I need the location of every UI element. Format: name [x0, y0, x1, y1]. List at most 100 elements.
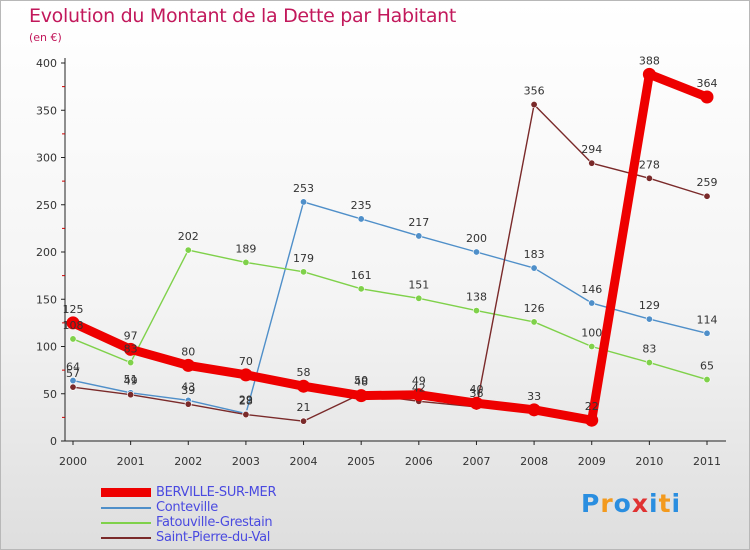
- data-label: 43: [181, 380, 195, 393]
- data-label: 42: [412, 381, 426, 394]
- data-label: 356: [524, 85, 545, 98]
- data-point: [703, 329, 711, 337]
- data-label: 51: [124, 373, 138, 386]
- x-tick-label: 2011: [693, 455, 721, 468]
- data-label: 97: [124, 329, 138, 342]
- legend-label: BERVILLE-SUR-MER: [156, 485, 277, 500]
- data-point: [66, 316, 80, 330]
- data-point: [530, 264, 538, 272]
- x-tick-label: 2005: [347, 455, 375, 468]
- data-label: 36: [469, 387, 483, 400]
- data-point: [242, 411, 250, 419]
- data-label: 161: [351, 269, 372, 282]
- data-label: 183: [524, 248, 545, 261]
- logo-letter: P: [581, 489, 601, 518]
- data-label: 200: [466, 232, 487, 245]
- data-label: 83: [124, 343, 138, 356]
- data-label: 202: [178, 230, 199, 243]
- data-label: 21: [297, 401, 311, 414]
- legend-item: Fatouville-Grestain: [101, 515, 276, 530]
- series-lines: [68, 69, 712, 425]
- data-point: [527, 403, 541, 417]
- data-point: [415, 232, 423, 240]
- data-point: [69, 383, 77, 391]
- data-label: 70: [239, 355, 253, 368]
- y-tick-label: 50: [43, 388, 57, 401]
- x-tick-label: 2000: [59, 455, 87, 468]
- data-point: [415, 294, 423, 302]
- data-point: [297, 379, 311, 393]
- chart-subtitle: (en €): [29, 31, 62, 44]
- data-label: 100: [581, 327, 602, 340]
- logo-letter: i: [649, 489, 659, 518]
- legend-label: Saint-Pierre-du-Val: [156, 530, 271, 545]
- data-point: [300, 198, 308, 206]
- data-label: 49: [412, 375, 426, 388]
- data-label: 50: [354, 374, 368, 387]
- x-tick-label: 2003: [232, 455, 260, 468]
- legend-swatch: [101, 536, 151, 539]
- data-point: [645, 174, 653, 182]
- data-label: 58: [297, 366, 311, 379]
- data-point: [530, 318, 538, 326]
- data-point: [703, 376, 711, 384]
- data-point: [645, 359, 653, 367]
- data-point: [700, 90, 714, 104]
- logo-letter: t: [658, 489, 672, 518]
- data-label: 28: [239, 395, 253, 408]
- data-label: 48: [354, 376, 368, 389]
- data-point: [184, 400, 192, 408]
- x-tick-label: 2009: [578, 455, 606, 468]
- data-label: 39: [181, 384, 195, 397]
- data-label: 189: [235, 242, 256, 255]
- data-point: [181, 358, 195, 372]
- series-line: [68, 69, 712, 425]
- x-tick-label: 2008: [520, 455, 548, 468]
- x-tick-label: 2004: [290, 455, 318, 468]
- data-label: 388: [639, 54, 660, 67]
- data-label: 278: [639, 158, 660, 171]
- data-label: 83: [642, 343, 656, 356]
- legend-item: Saint-Pierre-du-Val: [101, 530, 276, 545]
- data-point: [703, 192, 711, 200]
- chart-title: Evolution du Montant de la Dette par Hab…: [29, 5, 457, 27]
- data-point: [300, 417, 308, 425]
- data-label: 138: [466, 291, 487, 304]
- data-label: 108: [63, 319, 84, 332]
- y-tick-label: 300: [36, 152, 57, 165]
- series-line: [72, 103, 708, 422]
- y-tick-label: 150: [36, 293, 57, 306]
- series-line: [72, 201, 708, 415]
- series-points: [66, 67, 714, 427]
- data-label: 129: [639, 299, 660, 312]
- data-point: [357, 285, 365, 293]
- data-point: [642, 67, 656, 81]
- legend-item: Conteville: [101, 500, 276, 515]
- data-point: [530, 101, 538, 109]
- proxiti-logo: Proxiti: [581, 489, 681, 518]
- data-point: [124, 342, 138, 356]
- data-point: [645, 315, 653, 323]
- data-label: 22: [585, 400, 599, 413]
- data-point: [354, 389, 368, 403]
- legend-label: Conteville: [156, 500, 218, 515]
- chart-legend: BERVILLE-SUR-MER Conteville Fatouville-Gre…: [101, 485, 277, 545]
- data-label: 253: [293, 182, 314, 195]
- data-point: [588, 299, 596, 307]
- data-point: [300, 268, 308, 276]
- data-label: 57: [66, 367, 80, 380]
- data-label: 217: [408, 216, 429, 229]
- data-labels: 125 97 80 70 58 48 49 40 33 22 388 364 64 51 43 29 253 23…: [63, 54, 718, 414]
- legend-item: BERVILLE-SUR-MER: [101, 485, 277, 500]
- data-label: 49: [124, 375, 138, 388]
- y-tick-label: 250: [36, 199, 57, 212]
- data-point: [469, 396, 483, 410]
- data-label: 114: [697, 313, 718, 326]
- data-point: [472, 307, 480, 315]
- data-point: [127, 391, 135, 399]
- data-label: 125: [63, 303, 84, 316]
- data-label: 259: [697, 176, 718, 189]
- legend-swatch: [101, 506, 151, 509]
